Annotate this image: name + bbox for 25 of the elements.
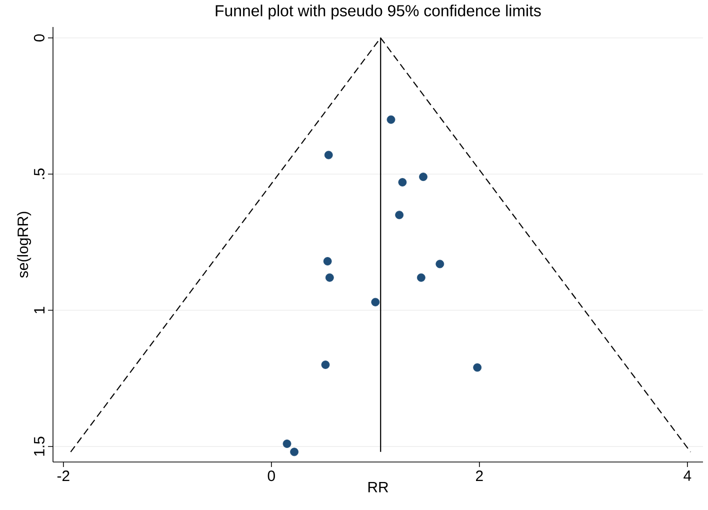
point — [395, 210, 404, 220]
x-tick-label: -2 — [57, 470, 70, 481]
point — [282, 440, 292, 448]
point — [473, 363, 482, 372]
point — [290, 448, 298, 456]
point — [324, 150, 333, 160]
point — [321, 360, 330, 369]
y-tick-label: 1.5 — [34, 436, 44, 456]
y-tick-label: 0 — [34, 34, 44, 42]
x-tick-label: 4 — [684, 470, 692, 481]
point — [386, 115, 396, 124]
point — [436, 260, 444, 268]
y-tick-label: .5 — [34, 168, 44, 179]
x-axis-title: RR — [368, 482, 388, 492]
chart-title: Funnel plot with pseudo 95% confidence limits — [216, 4, 541, 20]
point — [371, 298, 380, 306]
point — [398, 178, 407, 186]
point — [325, 273, 334, 282]
x-tick-label: 0 — [268, 470, 275, 482]
point — [416, 273, 426, 282]
point — [419, 172, 428, 182]
point — [323, 257, 332, 266]
y-tick-label: 1 — [34, 306, 44, 314]
x-tick-label: 2 — [476, 470, 483, 481]
y-axis-title: se(logRR) — [17, 212, 32, 278]
